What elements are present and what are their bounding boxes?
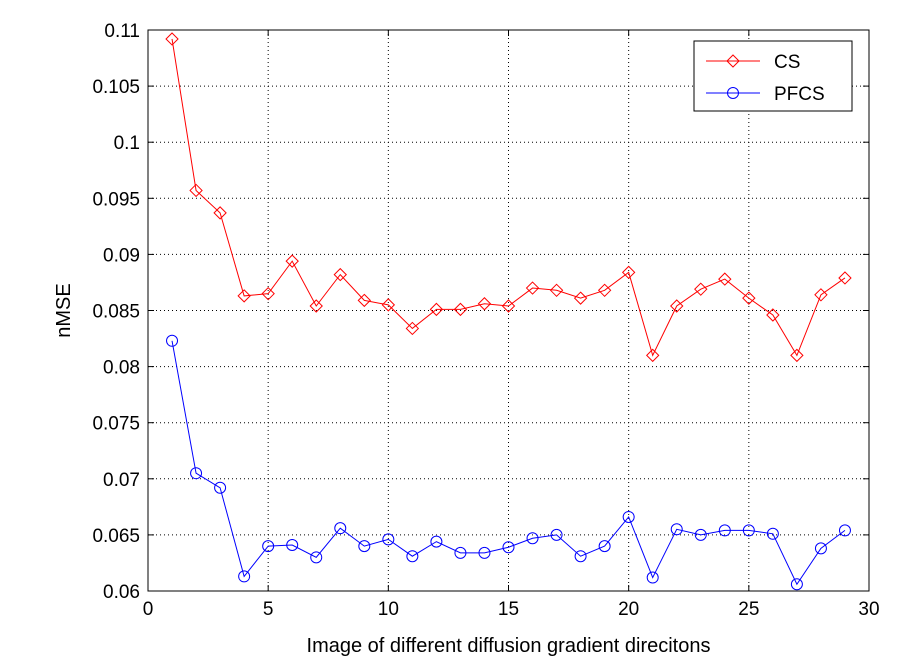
legend-marker-pfcs [727,87,739,99]
legend-item-cs: CS [706,52,800,73]
cs-data-point [790,348,804,363]
pfcs-data-point [670,523,683,536]
y-tick-label: 0.09 [103,245,140,266]
y-tick-label: 0.105 [92,77,140,98]
x-tick-label: 10 [378,599,399,620]
y-tick-label: 0.08 [103,358,140,379]
pfcs-data-point [262,540,275,553]
cs-data-point [838,271,852,285]
cs-data-point [405,321,420,336]
pfcs-data-point [406,550,419,563]
pfcs-series-line [171,340,846,586]
cs-data-point [766,308,780,322]
series-pfcs [166,334,851,591]
legend-label-pfcs: PFCS [774,84,825,105]
x-tick-label: 20 [618,599,639,620]
cs-data-point [237,289,251,303]
cs-data-point [453,302,468,317]
cs-data-point [742,291,756,305]
y-tick-label: 0.085 [92,302,140,323]
pfcs-data-point [430,535,443,548]
cs-data-point [814,288,828,302]
pfcs-data-point [646,571,659,584]
pfcs-data-point [238,570,251,583]
cs-data-point [261,286,275,301]
cs-data-point [381,298,396,312]
cs-data-point [597,283,612,298]
cs-data-point [477,297,492,311]
cs-data-point [573,291,588,305]
pfcs-data-point [742,524,755,537]
pfcs-data-point [454,546,467,559]
cs-series-line [171,38,846,357]
cs-data-point [621,265,636,280]
y-tick-label: 0.11 [104,21,140,42]
pfcs-data-point [838,524,851,537]
cs-data-point [429,302,444,317]
x-tick-label: 0 [143,599,154,620]
cs-data-point [357,293,372,308]
x-tick-label: 30 [858,599,879,620]
pfcs-data-point [382,533,395,546]
y-tick-label: 0.075 [92,414,140,435]
x-tick-label: 15 [498,599,519,620]
cs-data-point [501,299,516,313]
pfcs-data-point [814,542,827,555]
cs-data-point [309,299,323,313]
pfcs-data-point [598,540,611,553]
cs-data-point [694,282,708,296]
pfcs-data-point [214,481,227,494]
y-tick-label: 0.07 [103,470,140,491]
pfcs-data-point [334,522,347,535]
cs-data-point [718,272,732,286]
pfcs-data-point [502,541,515,554]
legend-box [693,40,853,112]
y-tick-label: 0.095 [92,189,140,210]
legend-label-cs: CS [774,52,800,73]
pfcs-data-point [622,510,635,523]
cs-data-point [549,283,564,298]
pfcs-data-point [358,540,371,553]
pfcs-data-point [790,578,803,591]
y-tick-label: 0.065 [92,526,140,547]
y-tick-label: 0.06 [103,582,140,603]
pfcs-data-point [694,528,707,541]
cs-data-point [213,206,227,220]
legend-marker-cs [726,54,740,68]
cs-data-point [285,254,299,268]
cs-data-point [525,281,540,295]
series-cs [165,32,852,363]
cs-data-point [645,348,660,363]
legend-item-pfcs: PFCS [706,84,825,105]
cs-data-point [189,183,203,198]
legend: CS PFCS [693,40,853,112]
pfcs-data-point [190,467,203,480]
y-axis-label: nMSE [53,283,75,337]
pfcs-data-point [574,550,587,563]
cs-data-point [670,299,684,313]
pfcs-data-point [310,551,323,564]
series-layer [165,32,852,591]
pfcs-data-point [718,524,731,537]
pfcs-data-point [766,527,779,540]
pfcs-data-point [478,546,491,559]
y-tick-label: 0.1 [114,133,140,154]
pfcs-data-point [286,538,299,551]
x-axis-label: Image of different diffusion gradient di… [307,635,711,657]
x-tick-label: 5 [263,599,274,620]
x-tick-label: 25 [738,599,759,620]
pfcs-data-point [526,532,539,545]
pfcs-data-point [166,334,179,347]
cs-data-point [165,32,179,46]
cs-data-point [333,267,347,282]
pfcs-data-point [550,528,563,541]
ticks: 0 5 10 15 20 25 30 0.06 0.065 0.07 0.075 0.08 0.085 0… [92,21,879,620]
